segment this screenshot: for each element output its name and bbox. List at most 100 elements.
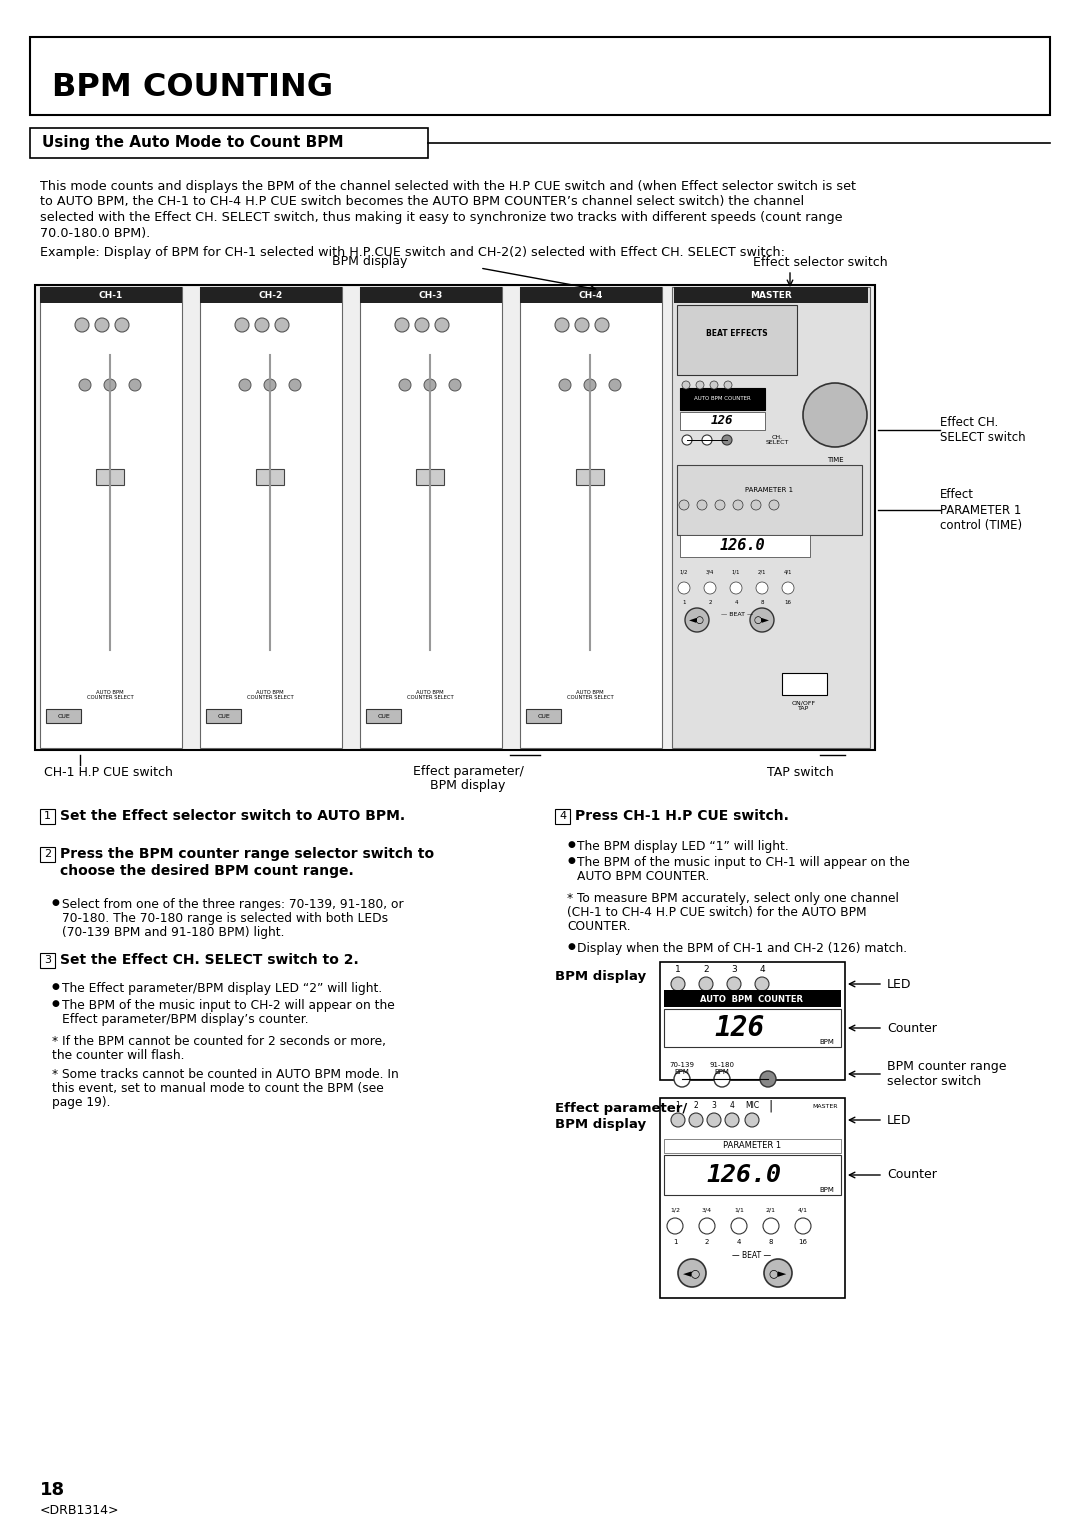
Circle shape — [795, 1218, 811, 1235]
Circle shape — [704, 582, 716, 594]
Text: BPM COUNTING: BPM COUNTING — [52, 72, 333, 104]
Circle shape — [750, 608, 774, 633]
Bar — [30, 37, 1050, 115]
Text: 18: 18 — [40, 1481, 65, 1499]
Text: Effect parameter/: Effect parameter/ — [413, 766, 524, 778]
Text: 2: 2 — [693, 1102, 699, 1111]
Bar — [35, 286, 875, 750]
Bar — [256, 469, 284, 484]
Text: (CH-1 to CH-4 H.P CUE switch) for the AUTO BPM: (CH-1 to CH-4 H.P CUE switch) for the AU… — [567, 906, 866, 918]
Circle shape — [264, 379, 276, 391]
Text: ○►: ○► — [754, 614, 770, 625]
Bar — [360, 287, 502, 749]
Circle shape — [782, 582, 794, 594]
Text: BPM display: BPM display — [430, 779, 505, 793]
Circle shape — [764, 1259, 792, 1287]
Text: 2/1: 2/1 — [758, 570, 766, 575]
Circle shape — [756, 582, 768, 594]
Circle shape — [760, 1071, 777, 1086]
Text: page 19).: page 19). — [52, 1096, 110, 1109]
Text: * Some tracks cannot be counted in AUTO BPM mode. In: * Some tracks cannot be counted in AUTO … — [52, 1068, 399, 1080]
Text: ●: ● — [52, 999, 59, 1008]
Circle shape — [559, 379, 571, 391]
Circle shape — [678, 1259, 706, 1287]
Circle shape — [685, 608, 708, 633]
Text: 4: 4 — [759, 966, 765, 975]
Circle shape — [707, 1112, 721, 1128]
Bar — [555, 808, 570, 824]
Text: Effect
PARAMETER 1
control (TIME): Effect PARAMETER 1 control (TIME) — [940, 489, 1022, 532]
Text: 1: 1 — [683, 599, 686, 605]
Bar — [664, 990, 841, 1007]
Circle shape — [745, 1112, 759, 1128]
Text: 1: 1 — [44, 811, 51, 821]
Text: the counter will flash.: the counter will flash. — [52, 1050, 185, 1062]
Text: COUNTER.: COUNTER. — [567, 920, 631, 934]
Text: 8: 8 — [760, 599, 764, 605]
Text: Set the Effect selector switch to AUTO BPM.: Set the Effect selector switch to AUTO B… — [60, 808, 405, 824]
Text: CUE: CUE — [538, 714, 551, 718]
Bar — [519, 287, 662, 303]
Bar — [46, 709, 81, 723]
Bar — [677, 465, 862, 535]
Bar — [206, 709, 241, 723]
Text: AUTO BPM
COUNTER SELECT: AUTO BPM COUNTER SELECT — [567, 689, 613, 700]
Text: ●: ● — [567, 941, 575, 950]
Bar — [674, 287, 868, 303]
Bar — [664, 1008, 841, 1047]
Bar — [96, 469, 124, 484]
Bar — [416, 469, 444, 484]
Text: The BPM of the music input to CH-2 will appear on the: The BPM of the music input to CH-2 will … — [62, 999, 395, 1012]
Text: — BEAT —: — BEAT — — [732, 1251, 771, 1261]
Text: PARAMETER 1: PARAMETER 1 — [745, 487, 793, 494]
Text: 126: 126 — [711, 414, 733, 428]
Bar — [680, 413, 765, 429]
Circle shape — [696, 380, 704, 390]
Bar — [526, 709, 561, 723]
Text: 1: 1 — [675, 966, 680, 975]
Text: ●: ● — [567, 840, 575, 850]
Bar — [40, 847, 55, 862]
Text: 1: 1 — [676, 1102, 680, 1111]
Text: 3/4: 3/4 — [706, 570, 714, 575]
Circle shape — [697, 500, 707, 510]
Text: ◄○: ◄○ — [689, 614, 705, 625]
Text: AUTO BPM COUNTER: AUTO BPM COUNTER — [693, 396, 751, 402]
Circle shape — [424, 379, 436, 391]
Circle shape — [415, 318, 429, 332]
Text: This mode counts and displays the BPM of the channel selected with the H.P CUE s: This mode counts and displays the BPM of… — [40, 180, 856, 193]
Text: BPM: BPM — [820, 1187, 835, 1193]
Text: CH-1 H.P CUE switch: CH-1 H.P CUE switch — [43, 766, 173, 778]
Circle shape — [804, 384, 867, 448]
Text: 16: 16 — [784, 599, 792, 605]
Text: Select from one of the three ranges: 70-139, 91-180, or: Select from one of the three ranges: 70-… — [62, 898, 404, 911]
Text: 2: 2 — [708, 599, 712, 605]
Text: 4: 4 — [737, 1239, 741, 1245]
Circle shape — [255, 318, 269, 332]
Text: this event, set to manual mode to count the BPM (see: this event, set to manual mode to count … — [52, 1082, 383, 1096]
Text: Example: Display of BPM for CH-1 selected with H.P CUE switch and CH-2(2) select: Example: Display of BPM for CH-1 selecte… — [40, 246, 785, 260]
Text: ◄○: ◄○ — [683, 1268, 701, 1277]
Text: ●: ● — [52, 898, 59, 908]
Bar — [519, 287, 662, 749]
Text: (70-139 BPM and 91-180 BPM) light.: (70-139 BPM and 91-180 BPM) light. — [62, 926, 284, 940]
Text: LED: LED — [887, 1114, 912, 1126]
Bar — [782, 672, 827, 695]
Circle shape — [609, 379, 621, 391]
Circle shape — [114, 318, 129, 332]
Bar — [360, 287, 502, 303]
Bar — [660, 963, 845, 1080]
Text: CUE: CUE — [218, 714, 230, 718]
Circle shape — [755, 976, 769, 992]
Text: 2: 2 — [705, 1239, 710, 1245]
Text: AUTO  BPM  COUNTER: AUTO BPM COUNTER — [701, 995, 804, 1004]
Text: 4: 4 — [730, 1102, 734, 1111]
Circle shape — [595, 318, 609, 332]
Text: 8: 8 — [769, 1239, 773, 1245]
Circle shape — [289, 379, 301, 391]
Circle shape — [699, 1218, 715, 1235]
Text: MASTER: MASTER — [751, 290, 792, 299]
Circle shape — [727, 976, 741, 992]
Text: Counter: Counter — [887, 1022, 936, 1034]
Circle shape — [725, 1112, 739, 1128]
